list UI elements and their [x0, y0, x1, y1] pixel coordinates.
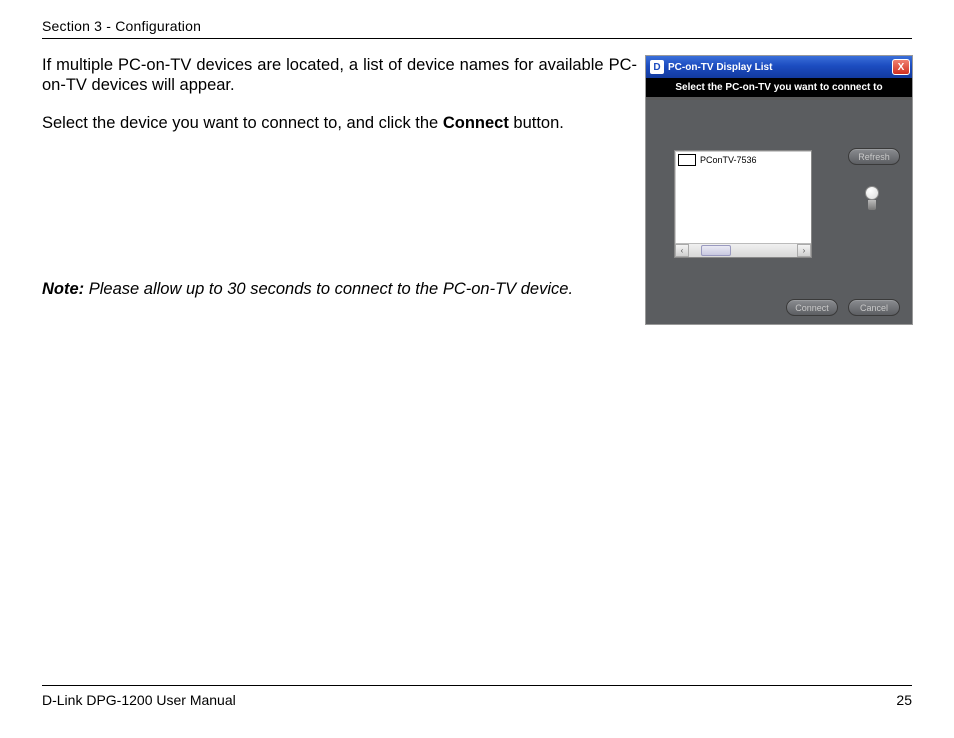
dialog-screenshot: D PC-on-TV Display List X Select the PC-…	[645, 55, 913, 325]
list-item[interactable]: PConTV-7536	[675, 151, 811, 169]
paragraph-2: Select the device you want to connect to…	[42, 113, 637, 133]
paragraph-1: If multiple PC-on-TV devices are located…	[42, 55, 637, 95]
p2-a: Select the device you want to connect to…	[42, 114, 443, 132]
device-icon	[678, 154, 696, 166]
note-paragraph: Note: Please allow up to 30 seconds to c…	[42, 279, 637, 299]
cancel-button[interactable]: Cancel	[848, 299, 900, 316]
dialog-title: PC-on-TV Display List	[668, 62, 888, 73]
lightbulb-icon	[862, 186, 882, 216]
footer-row: D-Link DPG-1200 User Manual 25	[42, 692, 912, 708]
scroll-thumb[interactable]	[701, 245, 731, 256]
refresh-button[interactable]: Refresh	[848, 148, 900, 165]
bottom-button-row: Connect Cancel	[786, 299, 900, 316]
scroll-left-icon[interactable]: ‹	[675, 244, 689, 257]
bottom-rule	[42, 685, 912, 686]
connect-button[interactable]: Connect	[786, 299, 838, 316]
device-name: PConTV-7536	[700, 155, 757, 165]
app-icon: D	[650, 60, 664, 74]
scroll-track[interactable]	[689, 244, 797, 257]
dialog-titlebar: D PC-on-TV Display List X	[646, 56, 912, 78]
note-text: Please allow up to 30 seconds to connect…	[84, 280, 573, 298]
scroll-right-icon[interactable]: ›	[797, 244, 811, 257]
horizontal-scrollbar[interactable]: ‹ ›	[675, 243, 811, 257]
manual-name: D-Link DPG-1200 User Manual	[42, 692, 236, 708]
content-row: If multiple PC-on-TV devices are located…	[42, 55, 912, 325]
note-lead: Note:	[42, 280, 84, 298]
p2-connect-word: Connect	[443, 114, 509, 132]
top-rule	[42, 38, 912, 39]
device-list[interactable]: PConTV-7536 ‹ ›	[674, 150, 812, 258]
dialog-subtitle: Select the PC-on-TV you want to connect …	[646, 78, 912, 97]
text-column: If multiple PC-on-TV devices are located…	[42, 55, 637, 325]
close-icon[interactable]: X	[892, 59, 910, 75]
page-number: 25	[896, 692, 912, 708]
p2-c: button.	[509, 114, 564, 132]
section-header: Section 3 - Configuration	[42, 18, 912, 38]
page-footer: D-Link DPG-1200 User Manual 25	[42, 685, 912, 708]
dialog-body: PConTV-7536 ‹ › Refresh Connect Cancel	[646, 100, 912, 324]
